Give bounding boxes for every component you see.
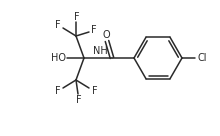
Text: F: F: [92, 86, 98, 96]
Text: F: F: [55, 20, 61, 30]
Text: F: F: [74, 12, 80, 22]
Text: F: F: [76, 95, 82, 105]
Text: Cl: Cl: [197, 53, 207, 63]
Text: F: F: [55, 86, 61, 96]
Text: F: F: [91, 25, 97, 35]
Text: NH: NH: [93, 46, 107, 56]
Text: HO: HO: [51, 53, 66, 63]
Text: O: O: [102, 30, 110, 40]
